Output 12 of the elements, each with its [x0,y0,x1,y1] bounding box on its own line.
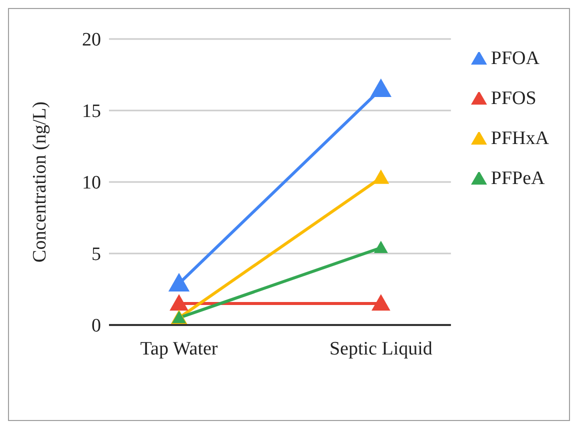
y-axis-title: Concentration (ng/L) [30,102,51,262]
y-tick-label: 15 [82,101,101,122]
legend-label: PFOS [490,88,536,109]
y-tick-label: 10 [82,172,101,194]
y-tick-label: 0 [92,316,101,337]
y-tick-label: 5 [92,244,101,266]
legend-label: PFOA [490,48,540,69]
legend-label: PFHxA [490,128,549,149]
x-tick-label: Tap Water [140,338,218,360]
x-tick-label: Septic Liquid [329,338,433,360]
legend-label: PFPeA [490,168,545,189]
y-tick-label: 20 [82,30,101,51]
